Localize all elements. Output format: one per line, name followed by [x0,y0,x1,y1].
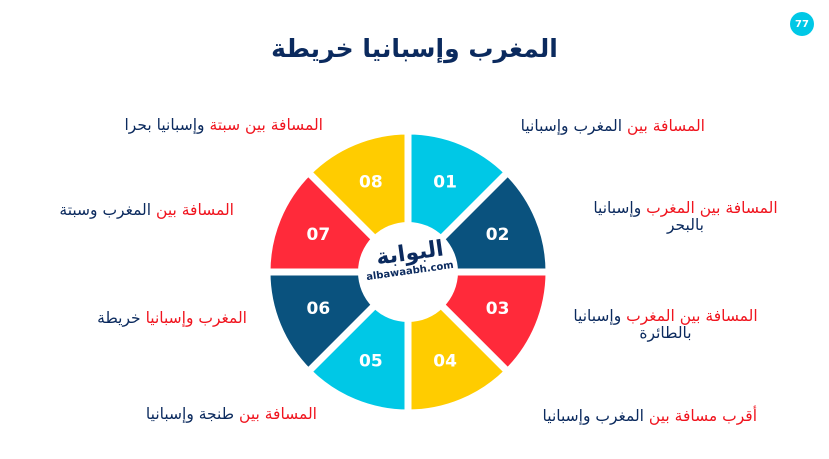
label-08-navy: وإسبانيا بحرا [124,116,205,134]
page-number-badge: 77 [790,12,814,36]
label-06-navy: خريطة [97,309,141,327]
label-04-red: أقرب مسافة بين [648,407,757,425]
label-05-navy: طنجة وإسبانيا [145,405,235,423]
label-03: المسافة بين المغرب وإسبانيا بالطائرة [558,308,773,342]
segment-number-05: 05 [359,352,383,372]
label-03-navy: وإسبانيا بالطائرة [573,307,692,342]
page-title: المغرب وإسبانيا خريطة [271,34,558,63]
label-08-red: المسافة بين سبتة [209,116,323,134]
segment-number-08: 08 [359,172,383,192]
label-08: المسافة بين سبتة وإسبانيا بحرا [125,117,324,134]
label-07: المسافة بين المغرب وسبتة [59,202,234,219]
label-05-red: المسافة بين [239,405,317,423]
segment-number-02: 02 [486,225,510,245]
label-01: المسافة بين المغرب وإسبانيا [521,118,705,135]
label-04-navy: المغرب وإسبانيا [542,407,644,425]
label-06: المغرب وإسبانيا خريطة [97,310,247,327]
segment-number-04: 04 [433,352,457,372]
segment-number-03: 03 [486,299,510,319]
label-01-navy: المغرب وإسبانيا [520,117,623,135]
label-03-red: المسافة بين المغرب [626,307,758,325]
albawaba-logo: البوابة albawaabh.com [360,236,460,283]
segment-number-06: 06 [307,299,331,319]
segment-number-01: 01 [433,172,457,192]
label-07-red: المسافة بين [156,201,234,219]
label-02-red: المسافة بين المغرب [646,199,778,217]
center-circle [358,222,458,322]
label-05: المسافة بين طنجة وإسبانيا [146,406,317,423]
label-02: المسافة بين المغرب وإسبانيا بالبحر [578,200,793,234]
label-06-red: المغرب وإسبانيا [145,309,247,327]
label-04: أقرب مسافة بين المغرب وإسبانيا [543,408,757,425]
label-07-navy: المغرب وسبتة [59,201,152,219]
label-01-red: المسافة بين [627,117,705,135]
segment-number-07: 07 [307,225,331,245]
label-02-navy: وإسبانيا بالبحر [593,199,704,234]
